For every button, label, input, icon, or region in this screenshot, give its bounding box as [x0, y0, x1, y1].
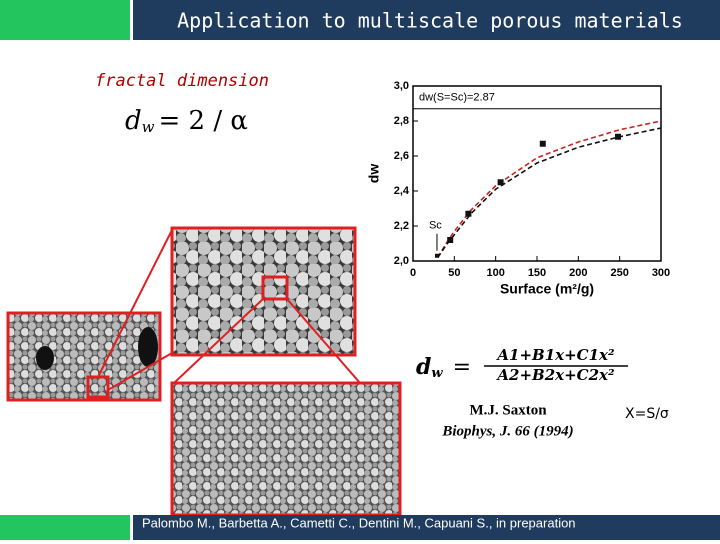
data-point: [465, 210, 472, 217]
zoom-line: [97, 229, 173, 378]
formula-rhs: = 2 / α: [159, 106, 248, 136]
numerator: A1+B1x+C1x²: [495, 346, 615, 364]
footer-bar: [133, 515, 720, 540]
y-tick-label: 3,0: [394, 80, 409, 92]
formula-base: d: [416, 354, 431, 380]
x-axis-label: Surface (m²/g): [500, 281, 594, 297]
x-tick-label: 0: [410, 267, 416, 279]
variable: X=S/σ: [625, 406, 669, 422]
x-tick-label: 300: [652, 267, 670, 279]
fit-curve: [437, 120, 662, 258]
chart: 2,0 2,2 2,4 2,6 2,8 3,0 0 50 100 150 200 250 300 Surf…: [366, 80, 670, 297]
footer-text: Palombo M., Barbetta A., Cametti C., Den…: [142, 515, 576, 530]
sem-image-coarse: [6, 311, 162, 402]
data-point: [497, 179, 504, 186]
y-axis-label: dw: [366, 164, 382, 184]
y-tick-label: 2,0: [394, 255, 409, 267]
pore: [138, 327, 158, 367]
marker-label: Sc: [429, 220, 442, 232]
formula-eq: =: [453, 355, 471, 380]
data-point: [539, 140, 546, 147]
zoom-line: [173, 298, 264, 384]
citation-journal: Biophys, J. 66 (1994): [441, 423, 573, 439]
data-point: [615, 133, 622, 140]
footer-accent: [0, 515, 130, 540]
denominator: A2+B2x+C2x²: [495, 366, 615, 384]
x-tick-label: 200: [569, 267, 587, 279]
x-tick-label: 100: [486, 267, 504, 279]
y-tick-label: 2,6: [394, 150, 409, 162]
slide-title: Application to multiscale porous materia…: [177, 9, 683, 33]
sem-image-fine: [170, 381, 402, 517]
formula2: dw =: [416, 354, 471, 381]
y-tick-label: 2,2: [394, 220, 409, 232]
formula: dw = 2 / α: [125, 106, 248, 136]
plot-frame: [412, 85, 662, 262]
formula-sub: w: [431, 366, 443, 381]
header-accent: [0, 0, 130, 40]
data-point: [447, 237, 454, 243]
label: fractal dimension: [95, 71, 269, 91]
zoom-box: [261, 275, 289, 301]
y-tick-label: 2,8: [394, 115, 409, 127]
reference-label: dw(S=Sc)=2.87: [419, 92, 495, 104]
data-point: [434, 253, 439, 258]
y-tick-label: 2,4: [394, 185, 410, 197]
citation-author: M.J. Saxton: [469, 402, 547, 418]
x-tick-label: 250: [610, 267, 628, 279]
formula-sub: w: [142, 118, 155, 136]
zoom-line: [286, 298, 361, 384]
pore: [36, 346, 54, 370]
header-bar: [133, 0, 720, 40]
formula-base: d: [125, 106, 142, 136]
x-tick-label: 150: [528, 267, 546, 279]
x-tick-label: 50: [448, 267, 460, 279]
zoom-line: [107, 352, 173, 391]
fit-curve: [437, 127, 662, 258]
